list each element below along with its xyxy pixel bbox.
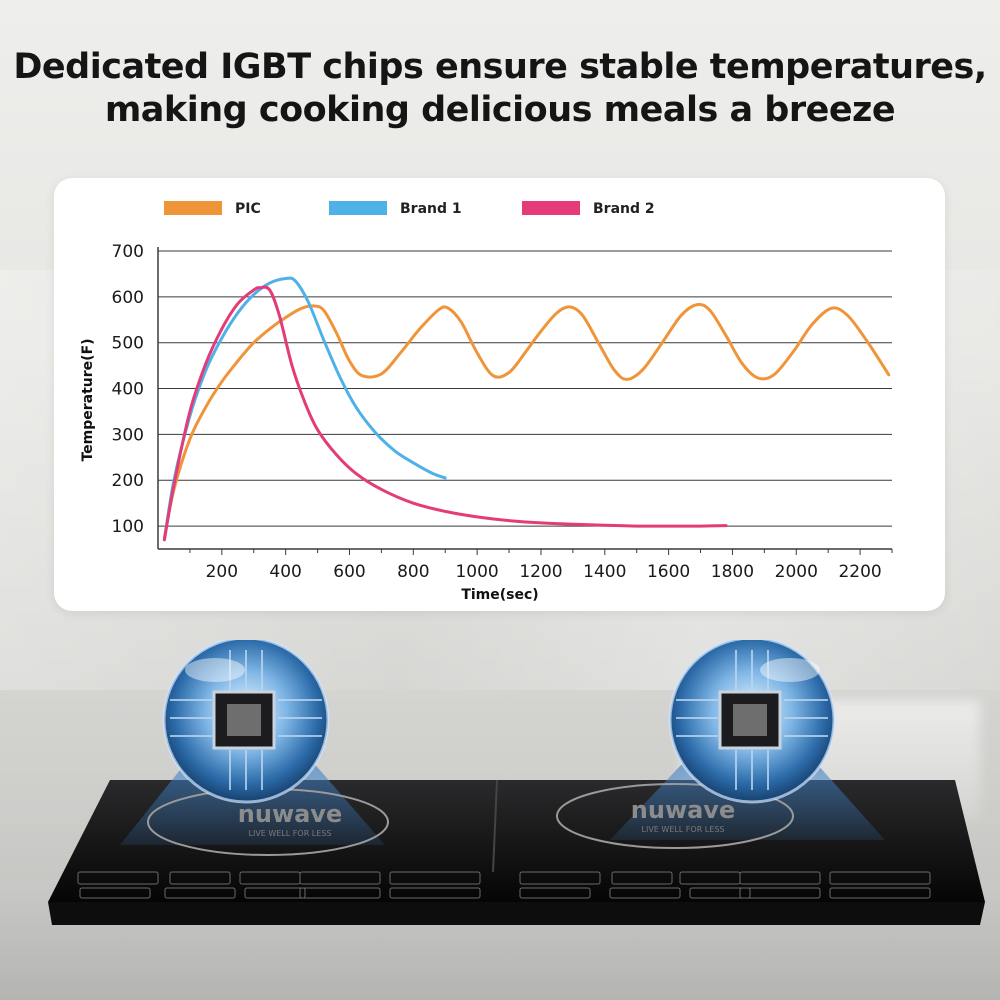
axes: [157, 247, 893, 555]
right-tagline: LIVE WELL FOR LESS: [642, 825, 725, 834]
y-axis-label: Temperature(F): [80, 338, 96, 461]
legend-label: Brand 2: [593, 201, 655, 217]
legend-swatch-brand-2: [522, 201, 580, 215]
control-key-outline: [689, 887, 751, 899]
x-tick-label: 800: [397, 562, 429, 582]
legend-swatch-brand-1: [329, 201, 387, 215]
left-tagline: LIVE WELL FOR LESS: [249, 829, 332, 838]
x-tick-label: 1200: [519, 562, 562, 582]
legend: PIC Brand 1 Brand 2: [164, 201, 655, 217]
x-tick-label: 1800: [711, 562, 754, 582]
control-key-outline: [829, 871, 931, 885]
y-tick-label: 400: [112, 380, 144, 400]
control-key-outline: [169, 871, 231, 885]
x-tick-label: 400: [269, 562, 301, 582]
control-key-outline: [79, 887, 151, 899]
control-key-outline: [829, 887, 931, 899]
control-key-outline: [389, 887, 481, 899]
y-tick-label: 300: [112, 425, 144, 445]
x-tick-label: 1400: [583, 562, 626, 582]
tick-labels: 100 200 300 400 500 600 700 200 400 600 800 1000 120…: [112, 242, 882, 582]
x-tick-label: 2200: [838, 562, 881, 582]
chart-card: 100 200 300 400 500 600 700 200 400 600 800 1000 120…: [54, 178, 945, 611]
left-brand-logo: nuwave: [238, 800, 342, 828]
right-brand-logo: nuwave: [631, 796, 735, 824]
control-key-outline: [519, 887, 591, 899]
control-key-outline: [519, 871, 601, 885]
y-tick-label: 600: [112, 288, 144, 308]
headline-line-2: making cooking delicious meals a breeze: [104, 90, 896, 130]
control-key-outline: [164, 887, 236, 899]
cooktop-illustration: nuwave LIVE WELL FOR LESS nuwave LIVE WE…: [48, 636, 985, 925]
x-tick-label: 600: [333, 562, 365, 582]
x-axis-label: Time(sec): [461, 587, 538, 603]
y-tick-label: 500: [112, 334, 144, 354]
control-key-outline: [739, 887, 821, 899]
temperature-chart: 100 200 300 400 500 600 700 200 400 600 800 1000 120…: [80, 201, 893, 603]
control-panel: [77, 871, 931, 899]
left-chip-bubble: [162, 636, 330, 804]
legend-label: PIC: [235, 201, 261, 217]
headline-line-1: Dedicated IGBT chips ensure stable tempe…: [13, 47, 987, 87]
y-tick-label: 200: [112, 471, 144, 491]
control-key-outline: [609, 887, 681, 899]
x-tick-label: 2000: [775, 562, 818, 582]
y-tick-label: 100: [112, 517, 144, 537]
y-tick-label: 700: [112, 242, 144, 262]
cooktop-divider: [492, 779, 498, 873]
grid-lines: [158, 250, 892, 527]
control-key-outline: [739, 871, 821, 885]
series-line-brand-1: [162, 276, 447, 542]
induction-cooktop-product: nuwave LIVE WELL FOR LESS nuwave LIVE WE…: [0, 636, 1000, 970]
x-tick-label: 1000: [455, 562, 498, 582]
headline: Dedicated IGBT chips ensure stable tempe…: [0, 46, 1000, 132]
control-key-outline: [77, 871, 159, 885]
series-line-pic: [162, 302, 891, 539]
control-key-outline: [611, 871, 673, 885]
series-lines: [162, 276, 891, 542]
control-key-outline: [244, 887, 306, 899]
legend-label: Brand 1: [400, 201, 462, 217]
x-tick-label: 200: [206, 562, 238, 582]
legend-swatch-pic: [164, 201, 222, 215]
control-key-outline: [389, 871, 481, 885]
series-line-brand-2: [162, 285, 728, 542]
cooktop-edge: [48, 902, 985, 925]
control-key-outline: [299, 887, 381, 899]
right-burner-ring: [556, 783, 794, 849]
x-tick-label: 1600: [647, 562, 690, 582]
control-key-outline: [299, 871, 381, 885]
right-chip-bubble: [668, 636, 836, 804]
